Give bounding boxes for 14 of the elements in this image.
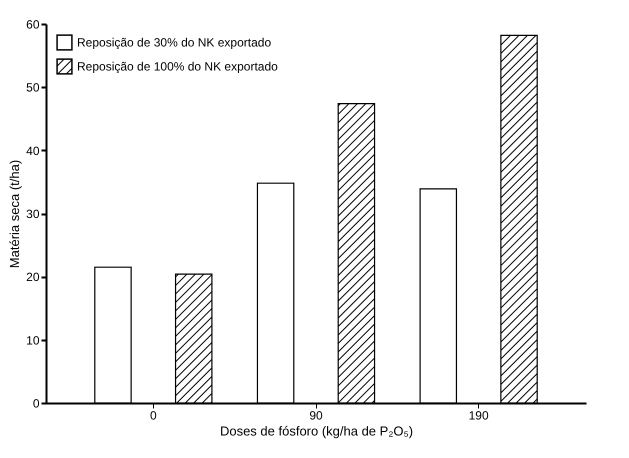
x-tick-label: 0 xyxy=(150,408,158,422)
x-tick-label: 190 xyxy=(468,408,489,422)
y-tick-label: 30 xyxy=(26,207,40,221)
x-axis-title: Doses de fósforo (kg/ha de P₂O₅) xyxy=(220,424,414,438)
legend-label: Reposição de 30% do NK exportado xyxy=(77,36,272,50)
y-axis-title: Matéria seca (t/ha) xyxy=(7,160,22,268)
x-tick-label: 90 xyxy=(309,408,323,422)
y-tick-label: 0 xyxy=(32,396,40,410)
y-tick-label: 20 xyxy=(26,270,40,284)
y-tick-label: 60 xyxy=(26,18,40,32)
y-tick-label: 10 xyxy=(26,333,40,348)
legend-label: Reposição de 100% do NK exportado xyxy=(77,60,278,74)
y-tick-label: 50 xyxy=(26,80,40,95)
y-tick-label: 40 xyxy=(26,144,40,158)
